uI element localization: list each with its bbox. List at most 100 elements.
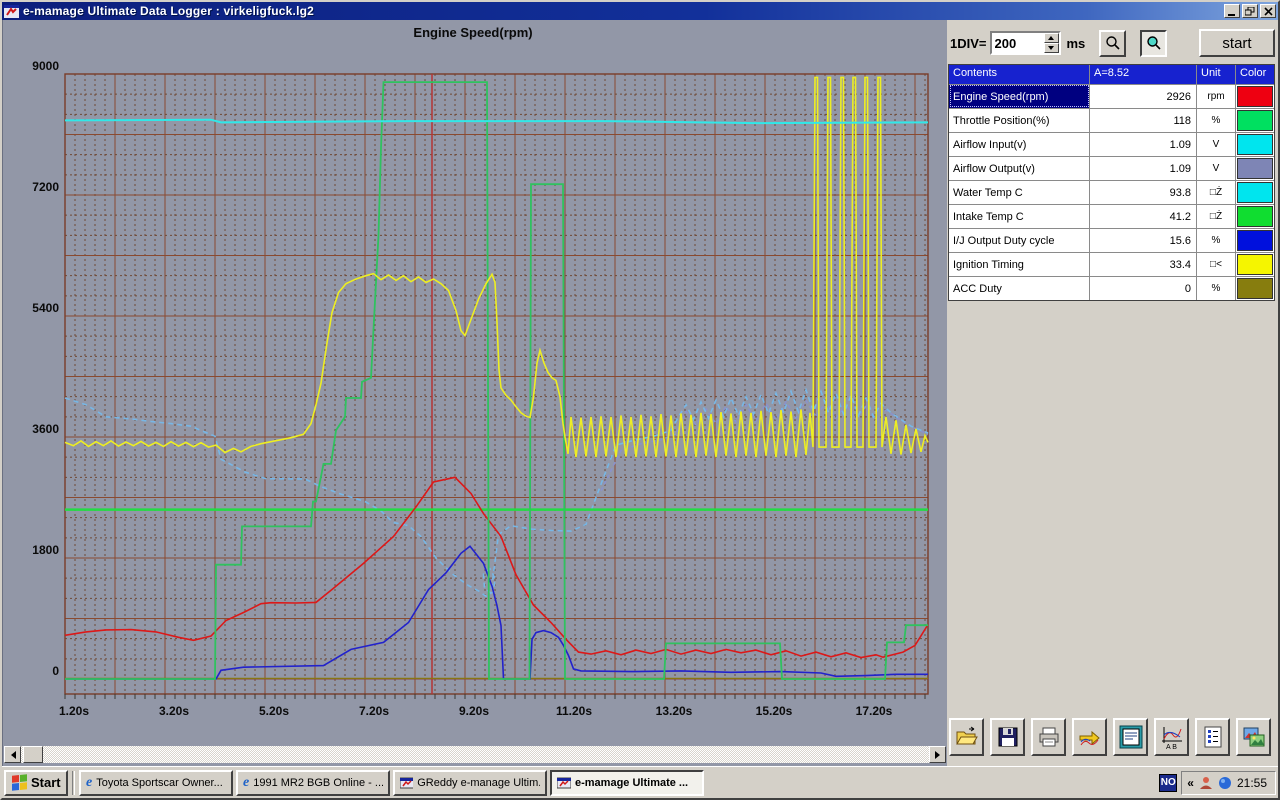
y-tick-label: 3600 [32,422,59,436]
print-button[interactable] [1031,718,1066,756]
channel-unit-cell[interactable]: V [1197,156,1236,180]
color-swatch [1237,134,1273,155]
channel-unit-cell[interactable]: V [1197,132,1236,156]
scroll-left-button[interactable] [4,746,21,763]
channel-unit-cell[interactable]: □˂ [1197,252,1236,276]
channel-name-cell[interactable]: Engine Speed(rpm) [949,84,1090,108]
channel-name-cell[interactable]: Airflow Input(v) [949,132,1090,156]
channel-color-cell[interactable] [1236,228,1274,252]
close-button[interactable] [1260,4,1276,18]
zoom-out-button[interactable] [1099,29,1127,57]
task-button-1[interactable]: e Toyota Sportscar Owner... [79,769,233,796]
channel-unit-cell[interactable]: □Ż [1197,180,1236,204]
report-view-button[interactable] [1195,718,1230,756]
scrollbar-thumb[interactable] [23,746,43,763]
channel-row-3[interactable]: Airflow Input(v) 1.09 V [949,132,1274,156]
y-tick-label: 5400 [32,301,59,315]
channel-row-6[interactable]: Intake Temp C 41.2 □Ż [949,204,1274,228]
channel-row-9[interactable]: ACC Duty 0% [949,276,1274,300]
start-logging-button[interactable]: start [1199,29,1275,57]
task-label: e-mamage Ultimate ... [575,776,689,789]
channel-color-cell[interactable] [1236,132,1274,156]
print-icon [1039,727,1058,747]
task-button-area: e Toyota Sportscar Owner... e 1991 MR2 BGB … [79,769,707,796]
save-file-button[interactable] [990,718,1025,756]
task-button-4[interactable]: e-mamage Ultimate ... [550,769,704,796]
spin-up-button[interactable] [1043,33,1059,43]
channel-color-cell[interactable] [1236,108,1274,132]
channel-value-cell[interactable]: 1.09 [1090,132,1197,156]
channel-row-2[interactable]: Throttle Position(%) 118% [949,108,1274,132]
spin-down-button[interactable] [1043,43,1059,53]
contents-column-header[interactable]: Contents [949,65,1090,84]
channel-value-cell[interactable]: 93.8 [1090,180,1197,204]
channel-color-cell[interactable] [1236,180,1274,204]
channel-color-cell[interactable] [1236,156,1274,180]
compare-graph-button[interactable]: A B [1154,718,1189,756]
channel-row-4[interactable]: Airflow Output(v) 1.09 V [949,156,1274,180]
color-swatch [1237,158,1273,179]
taskbar-divider [72,770,75,795]
channel-color-cell[interactable] [1236,276,1274,300]
channel-row-5[interactable]: Water Temp C 93.8 □Ż [949,180,1274,204]
channel-color-cell[interactable] [1236,252,1274,276]
tray-user-icon[interactable] [1199,776,1213,790]
channel-row-1[interactable]: Engine Speed(rpm) 2926 rpm [949,84,1274,108]
channel-value-cell[interactable]: 33.4 [1090,252,1197,276]
channel-unit-cell[interactable]: rpm [1197,84,1236,108]
open-file-button[interactable] [949,718,984,756]
channel-color-cell[interactable] [1236,84,1274,108]
map-view-button[interactable] [1236,718,1271,756]
div-input[interactable] [991,33,1044,53]
channel-row-7[interactable]: I/J Output Duty cycle 15.6% [949,228,1274,252]
channel-value-cell[interactable]: 1.09 [1090,156,1197,180]
arrow-down-icon [1048,46,1054,53]
channel-color-cell[interactable] [1236,204,1274,228]
chart-panel: Engine Speed(rpm) 9000 7200 5400 3600 1800 0 1.… [2,20,948,766]
channel-name-cell[interactable]: Airflow Output(v) [949,156,1090,180]
cursor-value-column-header[interactable]: A=8.52 [1090,65,1197,84]
scrollbar-track[interactable] [21,746,929,763]
channel-name-cell[interactable]: ACC Duty [949,276,1090,300]
channel-name-cell[interactable]: I/J Output Duty cycle [949,228,1090,252]
window-titlebar[interactable]: e-mamage Ultimate Data Logger : virkelig… [2,2,1278,20]
task-button-2[interactable]: e 1991 MR2 BGB Online - ... [236,769,390,796]
zoom-in-button[interactable] [1140,29,1168,57]
channel-row-8[interactable]: Ignition Timing 33.4 □˂ [949,252,1274,276]
scroll-right-button[interactable] [929,746,946,763]
color-column-header[interactable]: Color [1236,65,1274,84]
minimize-button[interactable] [1224,4,1240,18]
tray-chevron-icon[interactable]: « [1187,775,1194,790]
channel-unit-cell[interactable]: % [1197,108,1236,132]
channel-unit-cell[interactable]: % [1197,276,1236,300]
tray-messenger-icon[interactable] [1218,776,1232,790]
channel-value-cell[interactable]: 15.6 [1090,228,1197,252]
data-list-button[interactable] [1113,718,1148,756]
language-indicator[interactable]: NO [1159,773,1178,792]
engine-speed-chart[interactable]: Engine Speed(rpm) 9000 7200 5400 3600 1800 0 1.… [3,20,948,746]
x-tick-label: 9.20s [459,704,489,718]
x-tick-label: 1.20s [59,704,89,718]
x-tick-label: 11.20s [556,704,592,718]
channel-name-cell[interactable]: Throttle Position(%) [949,108,1090,132]
series-water-temp [64,118,929,125]
tray-inset: « 21:55 [1181,770,1276,795]
channel-unit-cell[interactable]: % [1197,228,1236,252]
channel-value-cell[interactable]: 41.2 [1090,204,1197,228]
chart-horizontal-scrollbar[interactable] [4,746,946,763]
channel-value-cell[interactable]: 118 [1090,108,1197,132]
window-title: e-mamage Ultimate Data Logger : virkelig… [23,4,315,18]
channel-name-cell[interactable]: Intake Temp C [949,204,1090,228]
task-label: 1991 MR2 BGB Online - ... [253,776,383,789]
task-label: GReddy e-manage Ultim... [417,776,540,789]
channel-value-cell[interactable]: 0 [1090,276,1197,300]
channel-unit-cell[interactable]: □Ż [1197,204,1236,228]
channel-name-cell[interactable]: Water Temp C [949,180,1090,204]
unit-column-header[interactable]: Unit [1197,65,1236,84]
restore-button[interactable] [1242,4,1258,18]
start-menu-button[interactable]: Start [4,769,68,796]
channel-name-cell[interactable]: Ignition Timing [949,252,1090,276]
task-button-3[interactable]: GReddy e-manage Ultim... [393,769,547,796]
channel-value-cell[interactable]: 2926 [1090,84,1197,108]
export-graph-button[interactable] [1072,718,1107,756]
